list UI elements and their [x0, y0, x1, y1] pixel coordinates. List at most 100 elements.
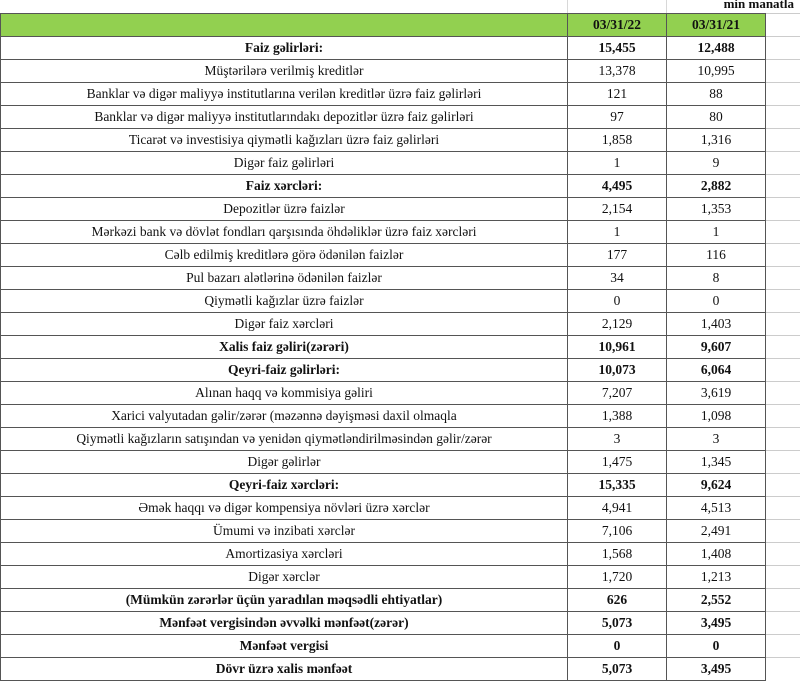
value-03-31-22: 2,154 [567, 197, 667, 221]
empty-cell [765, 128, 800, 152]
empty-cell [765, 450, 800, 474]
empty-cell [765, 220, 800, 244]
value-03-31-21: 1,345 [666, 450, 766, 474]
row-label: Cəlb edilmiş kreditlərə görə ödənilən fa… [0, 243, 568, 267]
empty-cell [765, 611, 800, 635]
empty-cell [765, 174, 800, 198]
row-label: Pul bazarı alətlərinə ödənilən faizlər [0, 266, 568, 290]
table-row: Banklar və digər maliyyə institutlarına … [0, 82, 800, 106]
value-03-31-22: 121 [567, 82, 667, 106]
table-row: Qeyri-faiz xərcləri: 15,335 9,624 [0, 473, 800, 497]
empty-cell [765, 197, 800, 221]
value-03-31-21: 1,098 [666, 404, 766, 428]
value-03-31-21: 1,403 [666, 312, 766, 336]
row-label: Ümumi və inzibati xərclər [0, 519, 568, 543]
value-03-31-21: 2,491 [666, 519, 766, 543]
value-03-31-21: 2,882 [666, 174, 766, 198]
row-label: Xarici valyutadan gəlir/zərər (məzənnə d… [0, 404, 568, 428]
table-row: Ticarət və investisiya qiymətli kağızlar… [0, 128, 800, 152]
empty-cell [765, 404, 800, 428]
value-03-31-21: 1,213 [666, 565, 766, 589]
table-row: Dövr üzrə xalis mənfəət 5,073 3,495 [0, 657, 800, 681]
value-03-31-21: 8 [666, 266, 766, 290]
empty-cell [765, 657, 800, 681]
empty-cell [765, 105, 800, 129]
table-row: Qeyri-faiz gəlirləri: 10,073 6,064 [0, 358, 800, 382]
value-03-31-22: 1 [567, 220, 667, 244]
value-03-31-21: 3 [666, 427, 766, 451]
value-03-31-22: 0 [567, 289, 667, 313]
row-label: Digər gəlirlər [0, 450, 568, 474]
table-row: Digər xərclər 1,720 1,213 [0, 565, 800, 589]
header-date-1: 03/31/22 [567, 13, 667, 37]
value-03-31-22: 15,455 [567, 36, 667, 60]
empty-cell [765, 13, 800, 37]
header-date-2: 03/31/21 [666, 13, 766, 37]
income-statement-table: 03/31/22 03/31/21 Faiz gəlirləri: 15,455 1… [0, 13, 800, 681]
table-row: Pul bazarı alətlərinə ödənilən faizlər 34… [0, 266, 800, 290]
table-row: Alınan haqq və kommisiya gəliri 7,207 3,61… [0, 381, 800, 405]
value-03-31-22: 5,073 [567, 657, 667, 681]
row-label: Mənfəət vergisi [0, 634, 568, 658]
value-03-31-22: 97 [567, 105, 667, 129]
header-row: 03/31/22 03/31/21 [0, 13, 800, 37]
value-03-31-21: 9 [666, 151, 766, 175]
value-03-31-21: 3,495 [666, 657, 766, 681]
value-03-31-21: 2,552 [666, 588, 766, 612]
row-label: Digər xərclər [0, 565, 568, 589]
empty-cell [765, 151, 800, 175]
empty-cell [765, 82, 800, 106]
value-03-31-22: 3 [567, 427, 667, 451]
table-row: Faiz xərcləri: 4,495 2,882 [0, 174, 800, 198]
empty-cell [765, 335, 800, 359]
value-03-31-22: 1 [567, 151, 667, 175]
table-row: Əmək haqqı və digər kompensiya növləri ü… [0, 496, 800, 520]
value-03-31-21: 9,607 [666, 335, 766, 359]
table-row: Mərkəzi bank və dövlət fondları qarşısın… [0, 220, 800, 244]
value-03-31-22: 13,378 [567, 59, 667, 83]
value-03-31-22: 7,207 [567, 381, 667, 405]
empty-cell [765, 59, 800, 83]
empty-cell [765, 289, 800, 313]
row-label: Depozitlər üzrə faizlər [0, 197, 568, 221]
table-row: Digər gəlirlər 1,475 1,345 [0, 450, 800, 474]
row-label: Qeyri-faiz xərcləri: [0, 473, 568, 497]
table-row: Qiymətli kağızların satışından və yenidə… [0, 427, 800, 451]
value-03-31-21: 10,995 [666, 59, 766, 83]
table-row: Amortizasiya xərcləri 1,568 1,408 [0, 542, 800, 566]
value-03-31-22: 177 [567, 243, 667, 267]
value-03-31-22: 10,073 [567, 358, 667, 382]
gridline [666, 0, 667, 13]
row-label: Digər faiz gəlirləri [0, 151, 568, 175]
row-label: Digər faiz xərcləri [0, 312, 568, 336]
value-03-31-21: 1,316 [666, 128, 766, 152]
row-label: Mənfəət vergisindən əvvəlki mənfəət(zərə… [0, 611, 568, 635]
empty-cell [765, 519, 800, 543]
value-03-31-22: 0 [567, 634, 667, 658]
value-03-31-22: 1,388 [567, 404, 667, 428]
row-label: (Mümkün zərərlər üçün yaradılan məqsədli… [0, 588, 568, 612]
empty-cell [765, 312, 800, 336]
row-label: Qiymətli kağızlar üzrə faizlər [0, 289, 568, 313]
unit-label: min manatla [723, 0, 794, 11]
value-03-31-21: 88 [666, 82, 766, 106]
table-row: Digər faiz gəlirləri 1 9 [0, 151, 800, 175]
value-03-31-22: 15,335 [567, 473, 667, 497]
empty-cell [765, 358, 800, 382]
row-label: Müştərilərə verilmiş kreditlər [0, 59, 568, 83]
table-row: (Mümkün zərərlər üçün yaradılan məqsədli… [0, 588, 800, 612]
table-row: Faiz gəlirləri: 15,455 12,488 [0, 36, 800, 60]
row-label: Əmək haqqı və digər kompensiya növləri ü… [0, 496, 568, 520]
row-label: Xalis faiz gəliri(zərəri) [0, 335, 568, 359]
value-03-31-21: 1,353 [666, 197, 766, 221]
row-label: Qeyri-faiz gəlirləri: [0, 358, 568, 382]
value-03-31-21: 12,488 [666, 36, 766, 60]
value-03-31-21: 3,495 [666, 611, 766, 635]
value-03-31-22: 10,961 [567, 335, 667, 359]
row-label: Alınan haqq və kommisiya gəliri [0, 381, 568, 405]
empty-cell [765, 496, 800, 520]
value-03-31-22: 4,941 [567, 496, 667, 520]
value-03-31-21: 3,619 [666, 381, 766, 405]
value-03-31-21: 9,624 [666, 473, 766, 497]
table-row: Xalis faiz gəliri(zərəri) 10,961 9,607 [0, 335, 800, 359]
